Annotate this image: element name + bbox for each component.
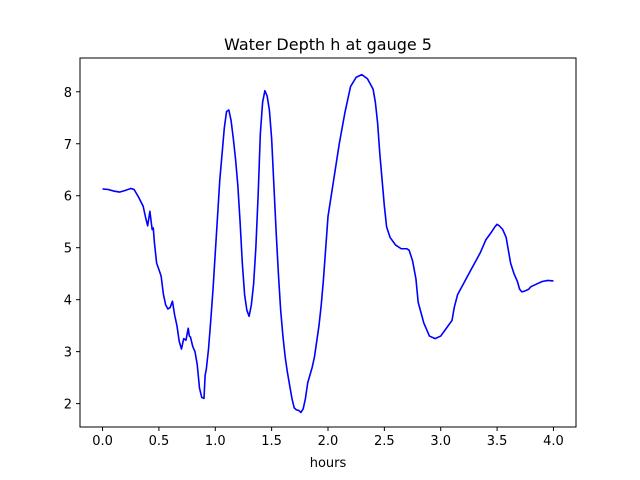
x-tick-label: 4.0	[543, 434, 564, 449]
y-tick-label: 7	[64, 138, 72, 153]
x-tick-label: 1.5	[261, 434, 282, 449]
x-tick-label: 2.0	[318, 434, 339, 449]
series-line	[102, 73, 554, 414]
x-axis-label: hours	[310, 456, 347, 471]
y-tick-label: 5	[64, 242, 72, 257]
y-tick-label: 8	[64, 86, 72, 101]
y-tick-label: 4	[64, 294, 72, 309]
y-tick-label: 2	[64, 398, 72, 413]
y-axis: 2 3 4 5 6 7 8	[64, 86, 80, 413]
x-axis: 0.0 0.5 1.0 1.5 2.0 2.5 3.0 3.5 4.0	[92, 427, 564, 449]
x-tick-label: 0.0	[92, 434, 113, 449]
x-tick-label: 1.0	[205, 434, 226, 449]
x-tick-label: 0.5	[149, 434, 170, 449]
x-tick-label: 3.5	[487, 434, 508, 449]
y-tick-label: 3	[64, 346, 72, 361]
chart-title: Water Depth h at gauge 5	[224, 35, 432, 54]
x-tick-label: 3.0	[430, 434, 451, 449]
x-tick-label: 2.5	[374, 434, 395, 449]
y-tick-label: 6	[64, 190, 72, 205]
